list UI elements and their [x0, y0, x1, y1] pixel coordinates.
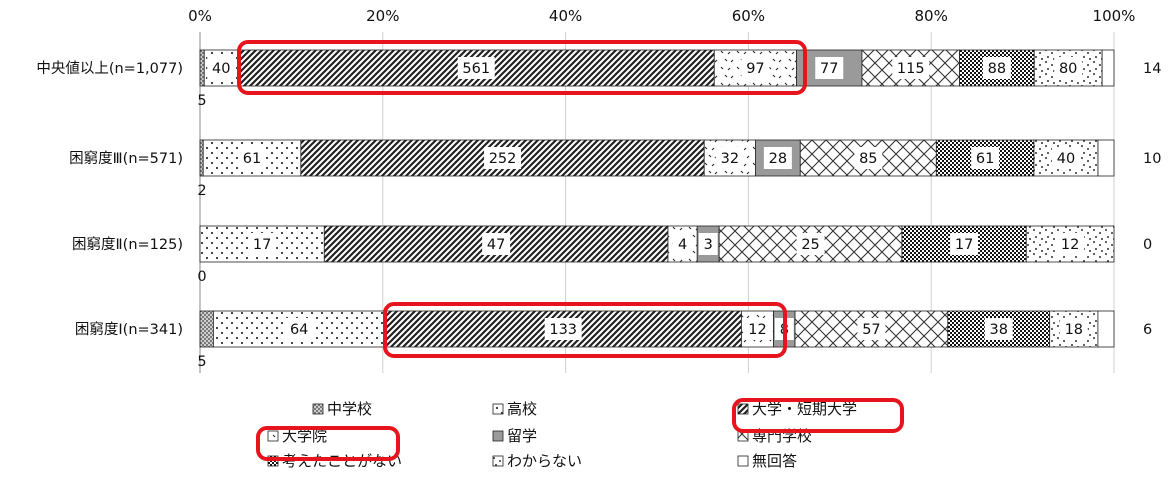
data-label-bg	[1054, 57, 1083, 79]
bar-segment	[199, 49, 205, 87]
data-label-bg	[763, 147, 792, 169]
bar-segment	[199, 310, 214, 348]
legend-swatch	[267, 430, 279, 442]
data-label: 40	[212, 61, 230, 77]
data-label: 5	[197, 354, 206, 370]
legend-label: 大学・短期大学	[752, 400, 857, 418]
data-label-bg	[984, 318, 1013, 340]
data-label-bg	[207, 57, 236, 79]
data-label: 85	[859, 151, 877, 167]
data-label-bg	[715, 147, 744, 169]
data-label: 97	[746, 61, 764, 77]
legend-label: 無回答	[752, 452, 797, 470]
highlight-box	[383, 302, 787, 358]
legend-label: 留学	[507, 427, 537, 445]
data-label: 40	[1057, 151, 1075, 167]
data-label-bg	[238, 147, 267, 169]
data-label-bg	[892, 57, 930, 79]
data-label: 77	[820, 61, 838, 77]
data-label-bg	[854, 147, 883, 169]
data-label: 6	[1143, 322, 1152, 338]
data-label-bg	[982, 57, 1011, 79]
data-label: 2	[197, 183, 206, 199]
category-label: 困窮度Ⅲ(n=571)	[69, 150, 183, 167]
data-label: 115	[897, 61, 925, 77]
x-tick-label: 100%	[1093, 7, 1136, 25]
bar-segment	[1097, 139, 1115, 177]
data-label-bg	[1059, 318, 1088, 340]
x-tick-label: 80%	[915, 7, 948, 25]
legend-label: 大学院	[282, 427, 327, 445]
data-label-bg	[482, 233, 511, 255]
data-label-bg	[743, 318, 772, 340]
data-label-bg	[950, 233, 979, 255]
data-label: 12	[1061, 237, 1079, 253]
data-label-bg	[741, 57, 770, 79]
data-label: 57	[862, 322, 880, 338]
legend-swatch	[737, 455, 749, 467]
data-label: 0	[1143, 237, 1152, 253]
data-label: 32	[721, 151, 739, 167]
legend-label: わからない	[507, 452, 582, 470]
data-label: 64	[290, 322, 308, 338]
data-label-bg	[457, 57, 495, 79]
data-label-bg	[857, 318, 886, 340]
data-label-bg	[673, 233, 693, 255]
highlight-box	[732, 398, 904, 433]
data-label-bg	[484, 147, 522, 169]
data-label: 561	[462, 61, 490, 77]
category-label: 困窮度Ⅱ(n=125)	[72, 236, 183, 253]
data-label: 5	[197, 93, 206, 109]
data-label: 4	[678, 237, 687, 253]
legend-swatch	[492, 430, 504, 442]
legend-label: 高校	[507, 400, 537, 418]
data-label-bg	[698, 233, 718, 255]
data-label-bg	[796, 233, 825, 255]
legend-swatch	[312, 403, 324, 415]
data-label-bg	[971, 147, 1000, 169]
x-tick-label: 20%	[366, 7, 399, 25]
category-label: 困窮度Ⅰ(n=341)	[75, 321, 183, 338]
data-label: 38	[990, 322, 1008, 338]
bar-segment	[1097, 310, 1115, 348]
data-label: 0	[197, 269, 206, 285]
data-label: 10	[1143, 151, 1161, 167]
data-label: 88	[988, 61, 1006, 77]
data-label: 252	[489, 151, 517, 167]
data-label: 80	[1059, 61, 1077, 77]
data-label: 25	[801, 237, 819, 253]
legend-swatch	[492, 455, 504, 467]
highlight-box	[237, 40, 807, 95]
legend-swatch	[492, 403, 504, 415]
data-label-bg	[1051, 147, 1080, 169]
data-label: 47	[487, 237, 505, 253]
data-label-bg	[285, 318, 314, 340]
legend-label: 中学校	[327, 400, 372, 418]
data-label-bg	[544, 318, 582, 340]
x-tick-label: 40%	[549, 7, 582, 25]
data-label: 133	[549, 322, 577, 338]
bar-segment	[199, 139, 204, 177]
data-label-bg	[248, 233, 277, 255]
data-label: 17	[955, 237, 973, 253]
highlight-box	[256, 426, 400, 461]
data-label: 61	[976, 151, 994, 167]
data-label: 28	[769, 151, 787, 167]
bar-segment	[1101, 49, 1115, 87]
category-label: 中央値以上(n=1,077)	[36, 60, 183, 77]
data-label: 14	[1143, 61, 1161, 77]
x-tick-label: 60%	[732, 7, 765, 25]
data-label: 17	[253, 237, 271, 253]
legend-swatch	[737, 403, 749, 415]
data-label: 61	[243, 151, 261, 167]
data-label-bg	[1056, 233, 1085, 255]
data-label: 18	[1065, 322, 1083, 338]
x-tick-label: 0%	[188, 7, 212, 25]
data-label-bg	[815, 57, 844, 79]
data-label: 3	[704, 237, 713, 253]
data-label: 12	[748, 322, 766, 338]
